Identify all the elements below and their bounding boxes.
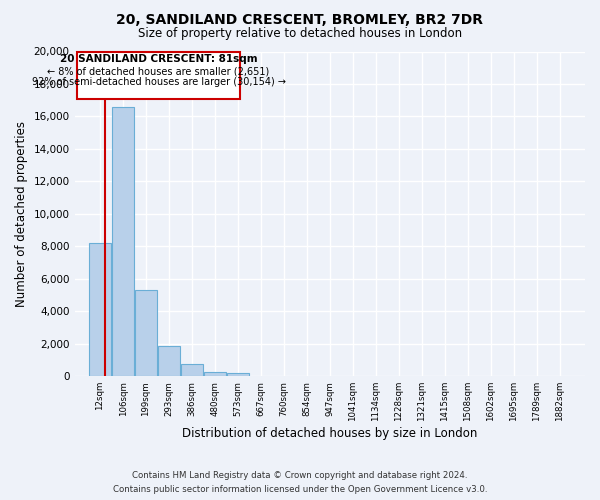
Text: 20, SANDILAND CRESCENT, BROMLEY, BR2 7DR: 20, SANDILAND CRESCENT, BROMLEY, BR2 7DR xyxy=(116,12,484,26)
Bar xyxy=(227,372,249,376)
Text: 92% of semi-detached houses are larger (30,154) →: 92% of semi-detached houses are larger (… xyxy=(32,78,286,88)
Bar xyxy=(112,106,134,376)
X-axis label: Distribution of detached houses by size in London: Distribution of detached houses by size … xyxy=(182,427,478,440)
Y-axis label: Number of detached properties: Number of detached properties xyxy=(15,121,28,307)
Bar xyxy=(158,346,180,376)
Text: ← 8% of detached houses are smaller (2,651): ← 8% of detached houses are smaller (2,6… xyxy=(47,66,269,76)
Text: 20 SANDILAND CRESCENT: 81sqm: 20 SANDILAND CRESCENT: 81sqm xyxy=(59,54,257,64)
Bar xyxy=(89,243,111,376)
Bar xyxy=(77,52,240,98)
Bar xyxy=(135,290,157,376)
Bar xyxy=(181,364,203,376)
Bar xyxy=(204,372,226,376)
Text: Contains HM Land Registry data © Crown copyright and database right 2024.
Contai: Contains HM Land Registry data © Crown c… xyxy=(113,472,487,494)
Text: Size of property relative to detached houses in London: Size of property relative to detached ho… xyxy=(138,28,462,40)
